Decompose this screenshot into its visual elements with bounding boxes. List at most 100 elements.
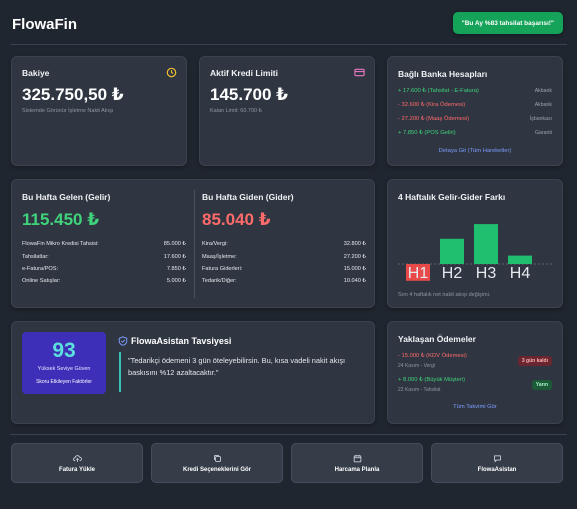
- bank-transaction-row[interactable]: + 7.850 ₺ (POS Geliri) Garanti: [398, 128, 552, 138]
- credit-title: Aktif Kredi Limiti: [210, 68, 279, 78]
- plan-spending-label: Harcama Planla: [334, 466, 380, 473]
- cloud-upload-icon: [72, 454, 82, 462]
- bank-name: Garanti: [534, 130, 552, 136]
- credit-limit-card: Aktif Kredi Limiti 145.700 ₺ Kalan Limit…: [199, 56, 375, 166]
- payments-title: Yaklaşan Ödemeler: [398, 334, 476, 344]
- balance-caption: Sistemde Görünür İşletme Nakit Akışı: [22, 108, 114, 114]
- upload-invoice-button[interactable]: Fatura Yükle: [11, 443, 143, 483]
- credit-options-button[interactable]: Kredi Seçeneklerini Gör: [151, 443, 283, 483]
- chart-tick-label: H1: [408, 265, 429, 282]
- income-row-value: 7.850 ₺: [166, 266, 186, 272]
- upload-invoice-label: Fatura Yükle: [59, 466, 95, 473]
- balance-card: Bakiye 325.750,50 ₺ Sistemde Görünür İşl…: [11, 56, 187, 166]
- credit-card-icon: [354, 68, 365, 77]
- expense-row: Maaş/İşletme: 27.200 ₺: [202, 252, 366, 262]
- expense-row: Kira/Vergi: 32.800 ₺: [202, 239, 366, 249]
- income-row-label: Online Satışlar:: [22, 278, 61, 284]
- expense-row-value: 10.040 ₺: [343, 278, 366, 284]
- flowa-assistant-button[interactable]: FlowaAsistan: [431, 443, 563, 483]
- bank-name: Akbank: [534, 88, 552, 94]
- expense-row-label: Fatura Giderleri:: [202, 266, 243, 272]
- payment-text: + 8.000 ₺ (Büyük Müşteri): [398, 377, 465, 383]
- flowa-assistant-label: FlowaAsistan: [477, 466, 517, 473]
- payment-item[interactable]: + 8.000 ₺ (Büyük Müşteri) 22 Kasım - Tah…: [398, 377, 552, 397]
- chart-bar-h1[interactable]: [406, 264, 430, 281]
- transaction-text: + 7.850 ₺ (POS Geliri): [398, 130, 456, 136]
- upcoming-payments-card: Yaklaşan Ödemeler - 15.000 ₺ (KDV Ödemes…: [387, 321, 563, 424]
- income-amount: 115.450 ₺: [22, 210, 100, 229]
- chart-tick-label: H2: [442, 265, 463, 282]
- income-row: FlowaFin Mikro Kredisi Tahsisi: 85.000 ₺: [22, 239, 186, 249]
- expense-row-label: Tedarik/Diğer:: [202, 278, 237, 284]
- weekly-summary-card: Bu Hafta Gelen (Gelir) 115.450 ₺ FlowaFi…: [11, 179, 375, 308]
- due-badge: Yarın: [531, 380, 552, 390]
- success-toast: "Bu Ay %83 tahsilat başarısı!": [452, 12, 563, 34]
- income-row: Tahsilatlar: 17.600 ₺: [22, 252, 186, 262]
- credit-amount: 145.700 ₺: [210, 85, 289, 104]
- income-row-value: 85.000 ₺: [163, 241, 186, 247]
- expense-row: Fatura Giderleri: 15.000 ₺: [202, 264, 366, 274]
- calendar-icon: [353, 454, 361, 462]
- income-row-value: 17.600 ₺: [163, 254, 186, 260]
- expense-row-value: 27.200 ₺: [343, 254, 366, 260]
- income-title: Bu Hafta Gelen (Gelir): [22, 192, 111, 202]
- actions-divider: [10, 434, 567, 435]
- all-transactions-link[interactable]: Detaya Git (Tüm Hareketler): [438, 148, 512, 154]
- header-divider: [10, 44, 567, 45]
- score-factors-link[interactable]: Skoru Etkileyen Faktörler: [36, 379, 92, 385]
- chart-bar-h4[interactable]: [508, 255, 532, 264]
- advice-header: FlowaAsistan Tavsiyesi: [118, 336, 231, 346]
- chart-bar-h2[interactable]: [440, 238, 464, 264]
- chart-caption: Son 4 haftalık net nakit akışı değişimi.: [398, 292, 491, 298]
- credit-options-label: Kredi Seçeneklerini Gör: [182, 466, 252, 473]
- transaction-text: - 27.200 ₺ (Maaş Ödemesi): [398, 116, 470, 122]
- expense-row-label: Maaş/İşletme:: [202, 254, 237, 260]
- cashflow-bar-chart: H1 H2 H3 H4: [398, 224, 554, 282]
- full-calendar-link[interactable]: Tüm Takvimi Gör: [453, 404, 497, 410]
- income-row-label: FlowaFin Mikro Kredisi Tahsisi:: [22, 241, 99, 247]
- chat-icon: [493, 455, 501, 462]
- balance-title: Bakiye: [22, 68, 50, 78]
- transaction-text: + 17.600 ₺ (Tahsilat - E-Fatura): [398, 88, 479, 94]
- expense-row-value: 32.800 ₺: [343, 241, 366, 247]
- income-row: Online Satışlar: 5.000 ₺: [22, 276, 186, 286]
- bank-name: Akbank: [534, 102, 552, 108]
- confidence-score-box[interactable]: 93 Yüksek Seviye Güven Skoru Etkileyen F…: [22, 332, 106, 394]
- plan-spending-button[interactable]: Harcama Planla: [291, 443, 423, 483]
- expense-title: Bu Hafta Giden (Gider): [202, 192, 294, 202]
- payment-date: 24 Kasım - Vergi: [398, 363, 435, 369]
- credit-caption: Kalan Limit: 60.700 ₺: [210, 108, 263, 114]
- summary-divider: [194, 190, 195, 298]
- expense-row-label: Kira/Vergi:: [202, 241, 228, 247]
- payment-date: 22 Kasım - Tahsilat: [398, 387, 441, 393]
- app-header: FlowaFin "Bu Ay %83 tahsilat başarısı!": [0, 0, 577, 45]
- cashflow-chart-card: 4 Haftalık Gelir-Gider Farkı H1 H2 H3 H4 So…: [387, 179, 563, 308]
- shield-icon: [118, 336, 128, 346]
- income-row-value: 5.000 ₺: [166, 278, 186, 284]
- confidence-score: 93: [52, 339, 76, 362]
- income-row-label: e-Fatura/POS:: [22, 266, 59, 272]
- income-row: e-Fatura/POS: 7.850 ₺: [22, 264, 186, 274]
- balance-amount: 325.750,50 ₺: [22, 85, 124, 104]
- chart-title: 4 Haftalık Gelir-Gider Farkı: [398, 192, 506, 202]
- banks-title: Bağlı Banka Hesapları: [398, 69, 488, 79]
- bank-transaction-row[interactable]: - 32.600 ₺ (Kira Ödemesi) Akbank: [398, 100, 552, 110]
- app-logo: FlowaFin: [12, 16, 77, 33]
- chart-tick-label: H3: [476, 265, 497, 282]
- expense-row-value: 15.000 ₺: [343, 266, 366, 272]
- advice-quote: "Tedarikçi ödemeni 3 gün öteleyebilirsin…: [119, 352, 356, 392]
- chart-bar-h3[interactable]: [474, 224, 498, 264]
- advice-title: FlowaAsistan Tavsiyesi: [131, 336, 232, 346]
- expense-row: Tedarik/Diğer: 10.040 ₺: [202, 276, 366, 286]
- clock-icon: [166, 67, 177, 78]
- transaction-text: - 32.600 ₺ (Kira Ödemesi): [398, 102, 466, 108]
- bank-accounts-card: Bağlı Banka Hesapları + 17.600 ₺ (Tahsil…: [387, 56, 563, 166]
- bank-transaction-row[interactable]: - 27.200 ₺ (Maaş Ödemesi) İşbankası: [398, 114, 552, 124]
- advice-card: 93 Yüksek Seviye Güven Skoru Etkileyen F…: [11, 321, 375, 424]
- income-row-label: Tahsilatlar:: [22, 254, 49, 260]
- due-badge: 3 gün kaldı: [517, 356, 552, 366]
- bank-transaction-row[interactable]: + 17.600 ₺ (Tahsilat - E-Fatura) Akbank: [398, 86, 552, 96]
- chart-tick-label: H4: [510, 265, 531, 282]
- payment-text: - 15.000 ₺ (KDV Ödemesi): [398, 353, 467, 359]
- payment-item[interactable]: - 15.000 ₺ (KDV Ödemesi) 24 Kasım - Verg…: [398, 353, 552, 373]
